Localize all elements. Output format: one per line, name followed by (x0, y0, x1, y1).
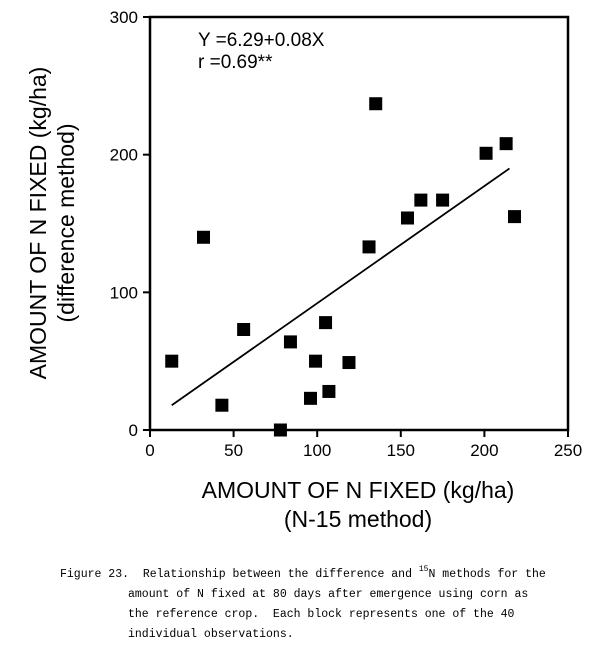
data-point (400, 211, 414, 225)
y-axis-subtitle: (difference method) (53, 123, 79, 322)
data-point (215, 398, 229, 412)
data-point (309, 354, 323, 368)
data-point (414, 193, 428, 207)
regression-equation: Y =6.29+0.08X (198, 30, 325, 51)
caption-label: Figure 23. (60, 568, 130, 581)
data-point (319, 316, 333, 330)
caption-line-4: individual observations. (128, 628, 294, 641)
y-tick-label: 100 (110, 283, 138, 302)
x-tick-label: 200 (470, 441, 498, 460)
figure-caption: Figure 23. Relationship between the diff… (60, 560, 590, 645)
data-point (322, 384, 336, 398)
regression-line-group (171, 167, 510, 406)
data-point (273, 423, 287, 437)
correlation-value: r =0.69** (198, 52, 273, 73)
data-point (283, 335, 297, 349)
y-tick-label: 200 (110, 146, 138, 165)
data-point (197, 230, 211, 244)
data-point (237, 323, 251, 337)
data-point (304, 391, 318, 405)
data-point (499, 137, 513, 151)
x-tick-label: 150 (387, 441, 415, 460)
x-tick-label: 50 (224, 441, 243, 460)
data-point (479, 146, 493, 160)
y-tick-label: 300 (110, 8, 138, 27)
data-point (342, 356, 356, 370)
data-point (369, 97, 383, 111)
tick-labels: 0 50 100 150 200 250 0 100 200 300 (110, 8, 583, 460)
y-tick-label: 0 (129, 421, 138, 440)
x-axis-subtitle: (N-15 method) (284, 506, 432, 532)
caption-line-1-post: N methods for the (428, 568, 546, 581)
x-tick-label: 0 (145, 441, 154, 460)
data-point (362, 240, 376, 254)
data-point (507, 210, 521, 224)
data-point (165, 354, 179, 368)
data-point (436, 193, 450, 207)
caption-line-1-pre: Relationship between the difference and (142, 568, 419, 581)
regression-line (171, 167, 510, 406)
x-tick-label: 250 (554, 441, 582, 460)
caption-line-3: the reference crop. Each block represent… (128, 608, 515, 621)
plot-frame (148, 15, 570, 432)
x-axis-title: AMOUNT OF N FIXED (kg/ha) (202, 477, 515, 503)
caption-line-2: amount of N fixed at 80 days after emerg… (128, 588, 529, 601)
caption-superscript: 15 (418, 565, 429, 574)
x-tick-label: 100 (303, 441, 331, 460)
data-points (165, 97, 521, 437)
y-axis-title: AMOUNT OF N FIXED (kg/ha) (25, 67, 51, 380)
axes (143, 15, 570, 437)
